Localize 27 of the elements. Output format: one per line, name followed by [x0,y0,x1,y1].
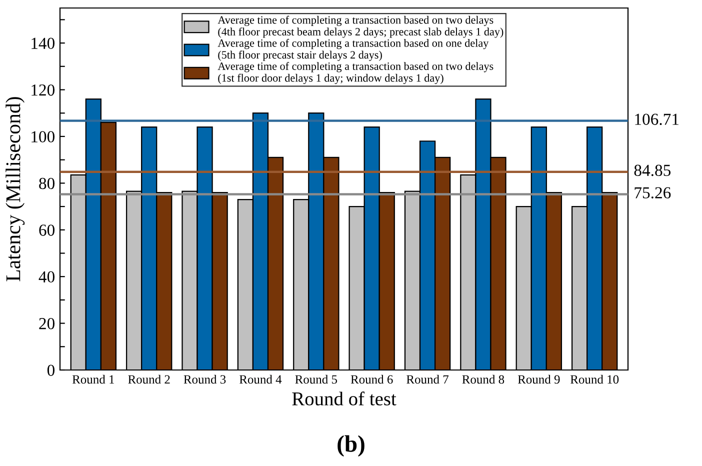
x-tick-label: Round 7 [406,374,449,384]
y-tick-label: 100 [32,131,55,142]
y-tick-label: 40 [38,271,55,283]
legend-label: Average time of completing a transaction based on two delays (4th floor precast beam delays 2 days; precast slab delays 1 day) [218,16,504,38]
x-tick-label: Round 8 [462,374,504,384]
y-tick-label: 20 [39,318,55,330]
legend-label: Average time of completing a transaction based on one delay (5th floor precast stair delays 2 days) [218,38,489,61]
y-tick-label: 120 [32,84,55,96]
text: (b) [338,435,364,457]
y-tick-label: 60 [39,224,55,236]
y-tick-label: 0 [47,364,55,376]
x-tick-label: Round 6 [350,374,393,384]
x-tick-label: Round 3 [184,374,226,384]
y-tick-label: 80 [39,178,55,190]
y-axis-title: Latency (Millisecond) [6,97,25,282]
x-tick-label: Round 10 [570,374,619,384]
ref-line-label: 106.71 [635,114,679,126]
x-tick-label: Round 4 [239,374,282,384]
x-tick-label: Round 9 [518,374,560,384]
x-tick-label: Round 1 [72,374,114,384]
legend-label: Average time of completing a transaction based on two delays (1st floor door delays 1 day; window delays 1 day) [218,62,494,84]
ref-line-label: 75.26 [634,187,671,198]
ref-line-label: 84.85 [634,164,671,176]
x-tick-label: Round 5 [295,374,338,384]
y-tick-label: 140 [32,38,55,49]
x-axis-title: Round of test [292,392,396,406]
x-tick-label: Round 2 [128,374,170,384]
